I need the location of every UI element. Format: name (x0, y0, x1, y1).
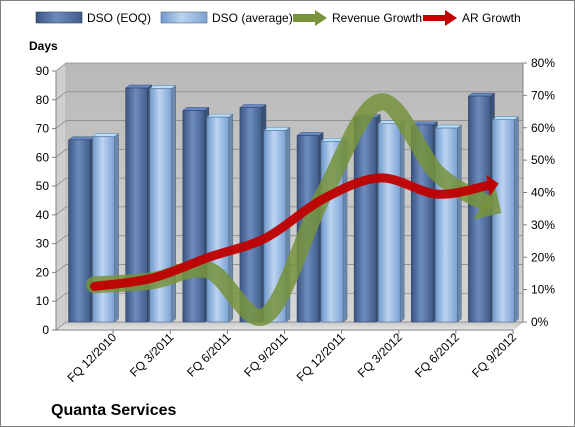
x-tick-label: FQ 12/2010 (65, 330, 120, 385)
x-tick-label: FQ 3/2011 (127, 330, 177, 380)
bar-top-face (124, 84, 153, 89)
right-tick-label: 80% (531, 56, 555, 70)
gridline (55, 62, 523, 72)
ar-growth-line (90, 173, 493, 291)
bar-dso-eoq (353, 114, 381, 323)
plot-floor (55, 321, 524, 331)
left-tick-label: 80 (36, 93, 50, 107)
line-series-group (86, 93, 502, 326)
legend-item-revenue-growth: Revenue Growth (293, 10, 422, 26)
bar-top-face (263, 127, 291, 131)
bar-top-face (182, 107, 210, 111)
bar-top-face (296, 132, 324, 136)
legend: DSO (EOQ) DSO (average) Revenue Growth AR G… (35, 10, 521, 26)
bar-front-face (125, 87, 148, 323)
bar-front-face (353, 117, 377, 323)
bar-front-face (149, 88, 172, 323)
right-axis-ticks: 0% 10% 20% 30% 40% 50% 60% 70% 80% (523, 56, 555, 329)
legend-label: AR Growth (462, 11, 521, 25)
bar-top-face (67, 136, 96, 141)
bar-front-face (435, 127, 458, 323)
company-name: Quanta Services (51, 402, 177, 419)
bar-side-face (514, 116, 519, 323)
right-tick-label: 60% (531, 121, 555, 135)
x-tick-label: FQ 9/2011 (241, 330, 291, 380)
plot-side-wall (55, 62, 67, 331)
bar-front-face (239, 107, 263, 323)
right-tick-label: 50% (531, 153, 555, 167)
left-tick-label: 90 (36, 64, 50, 78)
bar-dso-average (148, 85, 177, 323)
left-axis-ticks: 0 10 20 30 40 50 60 70 80 90 (36, 64, 56, 337)
left-tick-label: 70 (36, 122, 50, 136)
right-tick-label: 70% (531, 88, 555, 102)
legend-swatch (160, 11, 208, 24)
right-tick-label: 0% (531, 315, 549, 329)
x-axis-ticks: FQ 12/2010 FQ 3/2011 FQ 6/2011 FQ 9/2011 FQ … (65, 330, 520, 385)
bar-top-face (239, 104, 267, 108)
y-axis-title: Days (29, 39, 58, 53)
left-tick-label: 0 (42, 323, 49, 337)
legend-swatch (35, 11, 83, 24)
bar-top-face (148, 85, 177, 89)
bar-side-face (399, 120, 405, 323)
left-tick-label: 50 (36, 179, 50, 193)
bar-dso-average (434, 124, 463, 323)
x-tick-label: FQ 3/2012 (355, 330, 405, 380)
x-tick-label: FQ 6/2012 (412, 330, 462, 380)
x-tick-label: FQ 9/2012 (469, 330, 519, 380)
ar-growth-arrowhead (486, 174, 499, 197)
bar-dso-average (91, 133, 120, 323)
gridline (55, 91, 523, 101)
x-tick-label: FQ 12/2011 (294, 330, 348, 384)
left-tick-label: 40 (36, 208, 50, 222)
right-tick-label: 30% (531, 218, 555, 232)
left-tick-label: 20 (36, 265, 50, 279)
bar-dso-eoq (239, 104, 267, 323)
right-tick-label: 10% (531, 283, 555, 297)
legend-swatch-arrowhead (315, 10, 327, 26)
legend-label: DSO (EOQ) (87, 11, 151, 25)
bar-dso-average (377, 120, 405, 323)
legend-label: Revenue Growth (332, 11, 422, 25)
bar-front-face (377, 123, 401, 323)
legend-swatch-arrowhead (445, 10, 457, 26)
legend-item-dso-average: DSO (average) (160, 11, 293, 25)
bar-top-face (91, 133, 120, 137)
legend-label: DSO (average) (212, 11, 293, 25)
left-tick-label: 30 (36, 237, 50, 251)
bar-top-face (206, 113, 234, 118)
bar-top-face (434, 124, 463, 129)
legend-item-dso-eoq: DSO (EOQ) (35, 11, 151, 25)
revenue-growth-arrowhead (473, 184, 502, 220)
bar-side-face (171, 85, 176, 323)
bar-top-face (467, 92, 496, 97)
left-tick-label: 60 (36, 150, 50, 164)
left-tick-label: 10 (36, 294, 50, 308)
bar-front-face (492, 119, 515, 323)
bar-dso-eoq (67, 136, 96, 323)
legend-item-ar-growth: AR Growth (423, 10, 521, 26)
right-tick-label: 40% (531, 186, 555, 200)
bar-side-face (114, 133, 119, 323)
x-tick-label: FQ 6/2011 (184, 330, 234, 380)
bar-front-face (92, 136, 115, 323)
bar-dso-average (491, 116, 520, 323)
bar-front-face (68, 139, 91, 323)
bar-top-face (491, 116, 520, 120)
right-tick-label: 20% (531, 250, 555, 264)
bar-side-face (457, 124, 462, 323)
bar-front-face (182, 110, 206, 323)
bar-dso-eoq (182, 106, 210, 323)
